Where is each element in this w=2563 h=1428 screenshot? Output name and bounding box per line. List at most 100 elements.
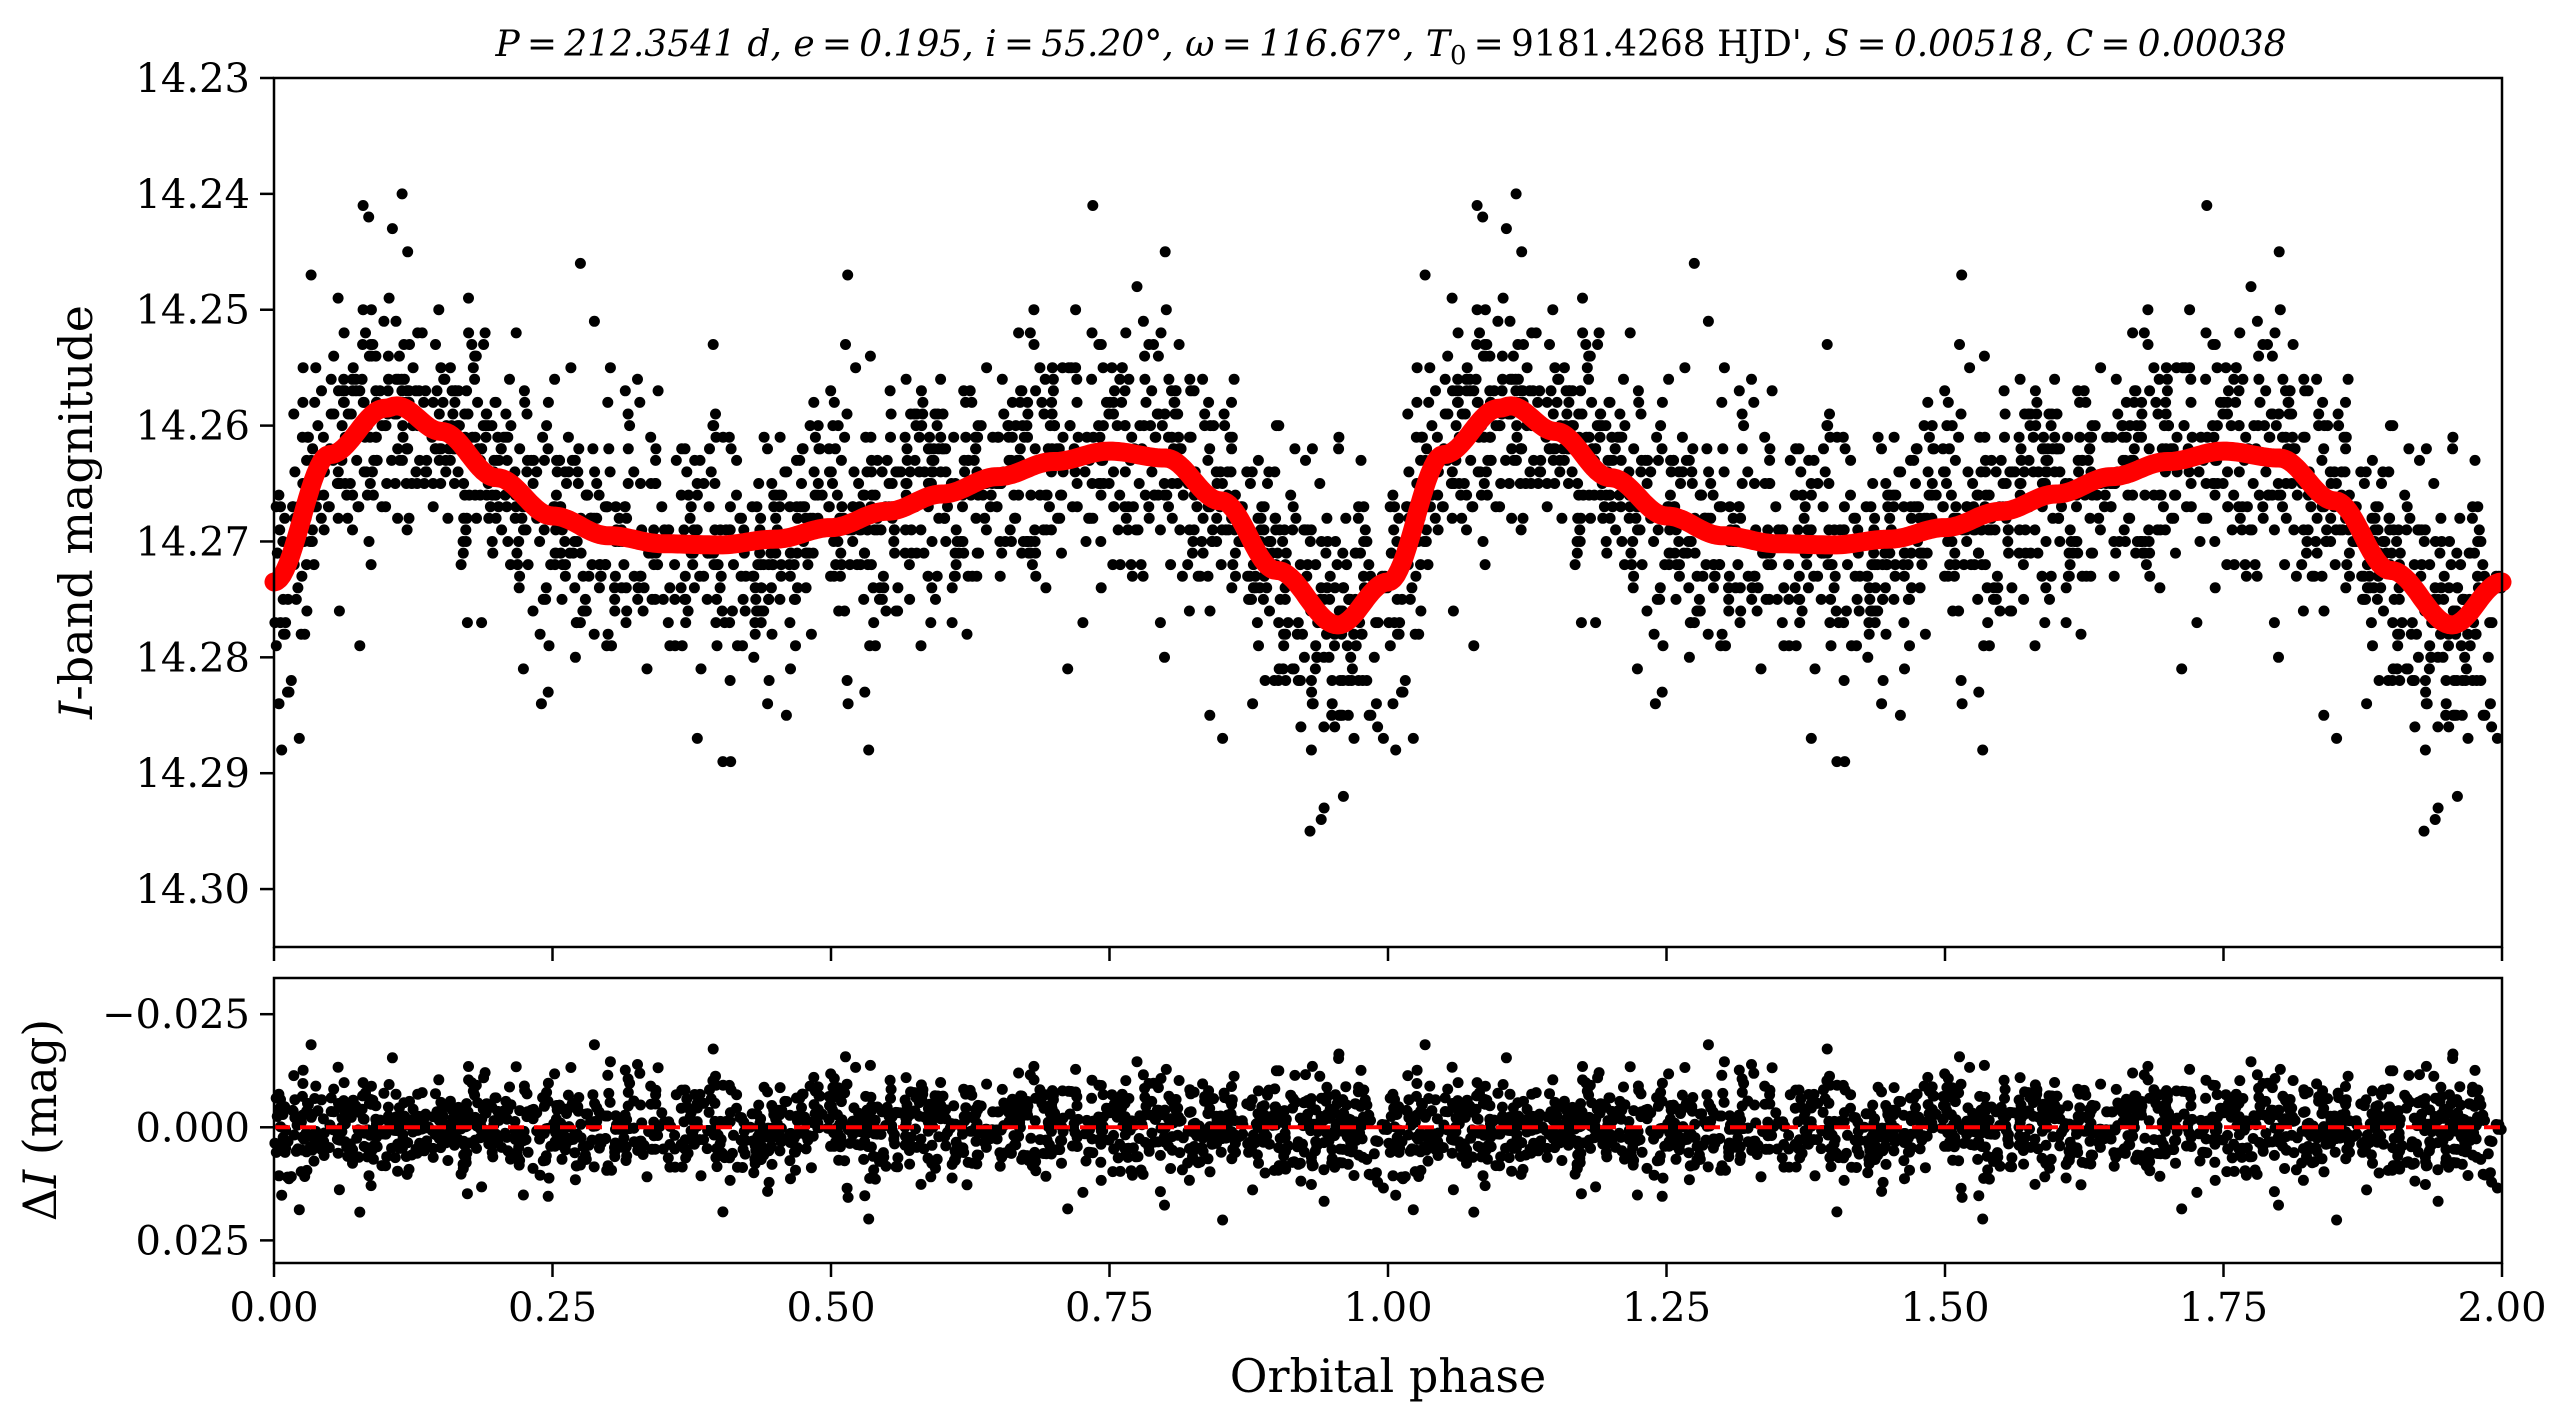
data-point (1496, 350, 1508, 362)
residual-point (310, 1080, 322, 1092)
data-point (1387, 489, 1399, 501)
data-point (2443, 582, 2455, 594)
residual-point (363, 1170, 375, 1182)
data-point (1287, 524, 1299, 536)
data-point (1415, 605, 1427, 617)
residual-point (1036, 1098, 1048, 1110)
data-point (656, 501, 668, 513)
residual-point (489, 1092, 501, 1104)
data-point (959, 466, 971, 478)
data-point (1377, 732, 1389, 744)
data-point (2257, 339, 2269, 350)
data-point (469, 373, 481, 385)
residual-point (1333, 1053, 1345, 1064)
data-point (708, 420, 720, 432)
residual-point (1119, 1111, 1131, 1123)
data-point (765, 582, 777, 594)
data-point (270, 501, 282, 513)
data-point (1784, 454, 1796, 466)
data-point (2023, 454, 2035, 466)
data-point (307, 443, 319, 455)
residual-point (641, 1171, 653, 1183)
data-point (1038, 408, 1050, 420)
data-point (1792, 524, 1804, 536)
data-point (2272, 478, 2284, 489)
data-point (1420, 524, 1432, 536)
residual-point (325, 1092, 337, 1104)
data-point (1686, 466, 1698, 478)
data-point (1393, 628, 1405, 640)
residual-point (823, 1091, 835, 1102)
residual-point (1034, 1084, 1046, 1096)
data-point (2153, 373, 2165, 385)
data-point (1762, 559, 1774, 571)
data-point (2279, 559, 2291, 571)
residual-point (1173, 1075, 1185, 1086)
data-point (725, 443, 737, 455)
data-point (1552, 373, 1564, 385)
data-point (1300, 454, 1311, 466)
residual-point (922, 1152, 934, 1164)
residual-point (509, 1116, 521, 1127)
data-point (2080, 570, 2092, 582)
residual-point (1025, 1132, 1037, 1144)
data-point (1545, 385, 1557, 397)
data-point (1108, 466, 1119, 478)
data-point (2391, 536, 2403, 547)
data-point (1261, 582, 1273, 594)
residual-point (1340, 1081, 1352, 1093)
residual-point (1185, 1106, 1197, 1118)
residual-point (635, 1135, 647, 1147)
data-point (2365, 617, 2377, 629)
data-point (1290, 512, 1302, 524)
residual-point (731, 1102, 742, 1114)
data-point (836, 501, 848, 513)
data-point (1904, 640, 1915, 652)
data-point (2217, 478, 2229, 489)
data-point (1197, 373, 1209, 385)
data-point (1184, 373, 1196, 385)
data-point (2470, 628, 2482, 640)
data-point (1095, 582, 1107, 594)
residual-point (1411, 1078, 1423, 1089)
data-point (390, 315, 402, 327)
data-point (1969, 559, 1980, 571)
data-point (1106, 362, 1118, 374)
data-point (2209, 489, 2221, 501)
residual-point (504, 1081, 515, 1093)
data-point (1558, 362, 1570, 374)
data-point (416, 327, 428, 339)
data-point (383, 292, 395, 304)
data-point (774, 431, 786, 443)
data-point (301, 454, 313, 466)
data-point (1287, 501, 1299, 513)
outlier-point (842, 269, 854, 281)
data-point (2029, 640, 2041, 652)
outlier-point (535, 698, 547, 710)
data-point (1596, 420, 1608, 432)
data-point (2056, 501, 2067, 513)
data-point (1845, 454, 1857, 466)
data-point (1641, 605, 1653, 617)
data-point (1139, 489, 1151, 501)
data-point (1586, 396, 1598, 408)
residual-point (463, 1061, 474, 1072)
data-point (679, 570, 691, 582)
data-point (746, 501, 758, 513)
data-point (1918, 420, 1930, 432)
data-point (1652, 454, 1664, 466)
title-omega: ω = 116.67°, (1185, 24, 1426, 65)
data-point (2375, 582, 2387, 594)
data-point (1243, 593, 1255, 605)
data-point (538, 524, 550, 536)
data-point (710, 408, 721, 420)
data-point (1262, 478, 1273, 489)
residual-point (900, 1072, 912, 1084)
data-point (1828, 582, 1840, 594)
data-point (2136, 408, 2148, 420)
residual-point (1372, 1176, 1384, 1188)
data-point (559, 536, 571, 547)
data-point (1652, 524, 1664, 536)
data-point (1691, 570, 1703, 582)
